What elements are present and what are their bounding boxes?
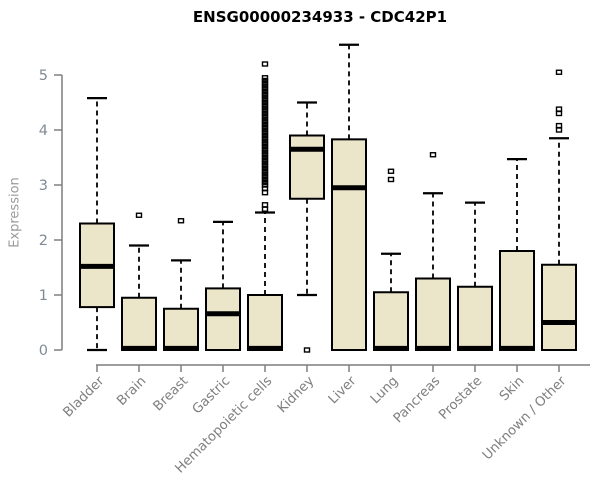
- outlier-point-hematopoietic-cells: [261, 132, 269, 139]
- outlier-point-lung: [387, 176, 395, 183]
- outlier-point-hematopoietic-cells: [261, 102, 269, 108]
- outlier-point-hematopoietic-cells: [261, 154, 269, 161]
- outlier-point-hematopoietic-cells: [261, 116, 269, 122]
- outlier-point-hematopoietic-cells: [261, 113, 269, 119]
- outlier-point-hematopoietic-cells: [261, 99, 269, 106]
- box-liver: [331, 138, 367, 351]
- outlier-point-hematopoietic-cells: [261, 189, 269, 196]
- outlier-point-lung: [387, 168, 395, 174]
- outlier-point-hematopoietic-cells: [261, 157, 269, 163]
- outlier-point-breast: [177, 218, 185, 224]
- x-category-label-kidney: Kidney: [275, 374, 318, 417]
- outlier-point-brain: [135, 212, 143, 218]
- box-pancreas: [415, 277, 451, 351]
- outlier-point-hematopoietic-cells: [261, 143, 269, 150]
- outlier-point-hematopoietic-cells: [261, 135, 269, 141]
- outlier-point-hematopoietic-cells: [261, 182, 269, 188]
- outlier-point-hematopoietic-cells: [261, 86, 269, 92]
- y-tick-label: 0: [39, 343, 48, 359]
- outlier-point-unknown-other: [555, 106, 563, 112]
- outlier-point-hematopoietic-cells: [261, 163, 269, 169]
- outlier-point-hematopoietic-cells: [261, 138, 269, 144]
- x-category-label-lung: Lung: [368, 374, 401, 407]
- box-prostate: [457, 285, 493, 351]
- box-breast: [163, 307, 199, 351]
- outlier-point-hematopoietic-cells: [261, 97, 269, 103]
- x-category-label-brain: Brain: [114, 374, 149, 409]
- outlier-point-hematopoietic-cells: [261, 94, 269, 100]
- box-hematopoietic-cells: [247, 294, 283, 351]
- y-tick-label: 1: [39, 288, 48, 304]
- y-tick-label: 5: [39, 68, 48, 84]
- outlier-point-hematopoietic-cells: [261, 105, 269, 111]
- box-kidney: [289, 134, 325, 200]
- outlier-point-hematopoietic-cells: [261, 152, 269, 158]
- outlier-point-hematopoietic-cells: [261, 127, 269, 133]
- outlier-point-hematopoietic-cells: [261, 146, 269, 152]
- x-category-label-liver: Liver: [326, 373, 360, 407]
- outlier-point-hematopoietic-cells: [261, 171, 269, 177]
- outlier-point-hematopoietic-cells: [261, 77, 269, 84]
- outlier-point-hematopoietic-cells: [261, 88, 269, 95]
- outlier-point-hematopoietic-cells: [261, 61, 269, 67]
- outlier-point-unknown-other: [555, 127, 563, 133]
- outlier-point-hematopoietic-cells: [261, 121, 269, 128]
- outlier-point-unknown-other: [555, 69, 563, 75]
- x-category-label-breast: Breast: [151, 374, 192, 415]
- x-category-label-pancreas: Pancreas: [391, 374, 444, 427]
- y-axis-title: Expression: [7, 177, 23, 248]
- outlier-point-hematopoietic-cells: [261, 176, 269, 183]
- y-tick-label: 4: [39, 123, 48, 139]
- outlier-point-hematopoietic-cells: [261, 110, 269, 117]
- outlier-point-hematopoietic-cells: [261, 83, 269, 89]
- outlier-point-hematopoietic-cells: [261, 108, 269, 114]
- x-category-label-prostate: Prostate: [436, 374, 485, 423]
- y-tick-label: 3: [39, 178, 48, 194]
- x-category-label-bladder: Bladder: [61, 373, 108, 420]
- box-brain: [121, 296, 157, 351]
- outlier-point-hematopoietic-cells: [261, 160, 269, 166]
- outlier-point-hematopoietic-cells: [261, 141, 269, 147]
- box-lung: [373, 291, 409, 351]
- box-skin: [499, 250, 535, 351]
- outlier-point-hematopoietic-cells: [261, 149, 269, 155]
- outlier-point-hematopoietic-cells: [261, 119, 269, 125]
- chart-title: ENSG00000234933 - CDC42P1: [192, 8, 448, 26]
- outlier-point-pancreas: [429, 152, 437, 158]
- box-unknown-other: [541, 263, 577, 351]
- outlier-point-hematopoietic-cells: [261, 130, 269, 136]
- outlier-point-hematopoietic-cells: [261, 206, 269, 212]
- outlier-point-unknown-other: [555, 122, 563, 129]
- outlier-point-hematopoietic-cells: [261, 179, 269, 185]
- outlier-point-hematopoietic-cells: [261, 174, 269, 180]
- outlier-point-hematopoietic-cells: [261, 168, 269, 174]
- outlier-point-hematopoietic-cells: [261, 124, 269, 130]
- outlier-point-hematopoietic-cells: [261, 202, 269, 208]
- y-tick-label: 2: [39, 233, 48, 249]
- outlier-point-kidney: [303, 347, 311, 353]
- x-category-label-skin: Skin: [497, 374, 527, 404]
- outlier-point-unknown-other: [555, 110, 563, 117]
- outlier-point-hematopoietic-cells: [261, 165, 269, 172]
- outlier-point-hematopoietic-cells: [261, 80, 269, 86]
- box-gastric: [205, 287, 241, 351]
- outlier-point-hematopoietic-cells: [261, 91, 269, 97]
- outlier-point-hematopoietic-cells: [261, 75, 269, 81]
